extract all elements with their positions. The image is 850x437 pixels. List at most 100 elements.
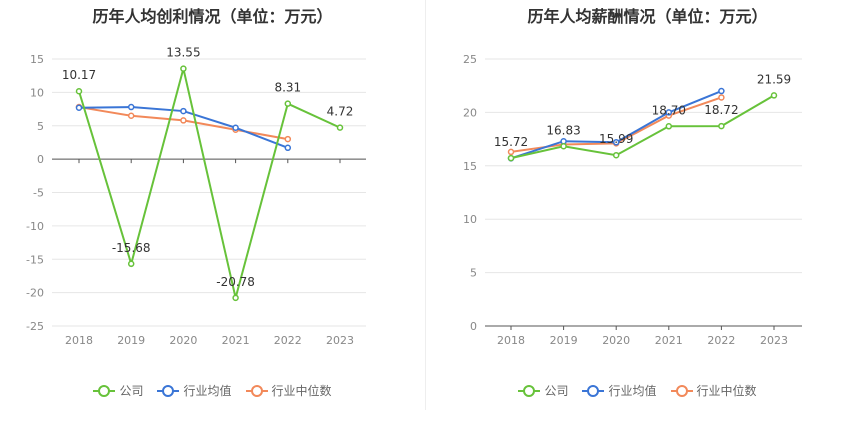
legend-item[interactable]: 行业中位数 xyxy=(245,382,332,399)
x-tick-label: 2022 xyxy=(274,334,302,347)
plot-group: 15 10 5 0 -5 -10 -15 -20 -25 2018 2019 2020 2021 2022… xyxy=(26,46,366,347)
data-label: 18.70 xyxy=(652,103,686,117)
legend-item[interactable]: 行业均值 xyxy=(157,382,232,399)
y-tick-label: 5 xyxy=(37,120,44,133)
data-label: 10.17 xyxy=(62,68,96,82)
x-tick-label: 2021 xyxy=(655,334,683,347)
plot-group: 25 20 15 10 5 0 2018 2019 2020 2021 2022 2023 15.72 1… xyxy=(463,53,802,347)
y-tick-label: -10 xyxy=(26,220,44,233)
y-tick-label: 10 xyxy=(463,213,477,226)
y-tick-label: 5 xyxy=(470,267,477,280)
y-tick-label: -20 xyxy=(26,287,44,300)
data-point xyxy=(75,104,83,111)
legend-label: 行业均值 xyxy=(608,384,657,398)
data-label: 18.72 xyxy=(704,103,738,117)
x-tick-label: 2020 xyxy=(602,334,630,347)
y-tick-label: -15 xyxy=(26,253,44,266)
y-tick-label: 25 xyxy=(463,53,477,66)
legend-label: 行业均值 xyxy=(183,384,232,398)
data-point xyxy=(612,151,620,159)
data-point xyxy=(180,107,187,115)
chart-legend: 公司 行业均值 行业中位数 xyxy=(425,382,850,399)
legend-label: 公司 xyxy=(119,384,144,398)
data-label: 16.83 xyxy=(546,123,580,137)
series-line xyxy=(78,68,341,299)
legend-dot xyxy=(98,384,111,397)
x-tick-label: 2018 xyxy=(65,334,93,347)
data-point xyxy=(180,65,187,72)
data-label: 8.31 xyxy=(274,81,301,95)
data-label: 15.99 xyxy=(599,132,633,146)
legend-dot xyxy=(523,384,536,397)
data-point xyxy=(507,154,515,162)
legend-swatch-icon xyxy=(157,384,180,397)
legend-label: 行业中位数 xyxy=(696,384,757,398)
legend-item[interactable]: 行业中位数 xyxy=(670,382,757,399)
profit-chart-panel: 历年人均创利情况（单位：万元） 15 10 5 0 -5 -10 -15 -20 -25 2018… xyxy=(0,7,425,399)
data-point xyxy=(127,260,135,268)
data-point xyxy=(612,139,620,146)
legend-dot xyxy=(587,384,600,397)
legend-label: 行业中位数 xyxy=(271,384,332,398)
profit-chart-plot: 15 10 5 0 -5 -10 -15 -20 -25 2018 2019 2020 2021 2022… xyxy=(26,46,366,347)
legend-label: 公司 xyxy=(544,384,569,398)
x-tick-label: 2019 xyxy=(117,334,145,347)
y-tick-label: 20 xyxy=(463,106,477,119)
data-point xyxy=(232,124,239,132)
x-tick-label: 2021 xyxy=(222,334,250,347)
data-point xyxy=(232,294,239,302)
x-tick-label: 2018 xyxy=(497,334,525,347)
data-label: 4.72 xyxy=(327,105,354,119)
y-tick-label: -5 xyxy=(33,187,44,200)
chart-legend: 公司 行业均值 行业中位数 xyxy=(0,382,425,399)
chart-title: 历年人均薪酬情况（单位：万元） xyxy=(527,7,768,26)
y-tick-label: 10 xyxy=(30,86,44,99)
data-point xyxy=(718,87,725,95)
data-point xyxy=(560,137,567,145)
x-tick-label: 2023 xyxy=(326,334,354,347)
legend-dot xyxy=(162,384,175,397)
data-label: -20.78 xyxy=(216,275,255,289)
legend-swatch-icon xyxy=(518,384,541,397)
y-tick-label: 0 xyxy=(37,153,44,166)
series-line xyxy=(510,90,722,160)
y-tick-label: 15 xyxy=(463,160,477,173)
legend-dot xyxy=(250,384,263,397)
chart-title: 历年人均创利情况（单位：万元） xyxy=(92,7,333,26)
data-label: -15.68 xyxy=(112,241,151,255)
x-tick-label: 2019 xyxy=(550,334,578,347)
data-point xyxy=(718,122,725,130)
x-tick-label: 2020 xyxy=(169,334,197,347)
data-label: 15.72 xyxy=(494,135,528,149)
data-point xyxy=(284,100,292,107)
legend-swatch-icon xyxy=(245,384,268,397)
panel-divider xyxy=(425,0,426,410)
data-label: 21.59 xyxy=(757,72,791,86)
data-point xyxy=(718,94,725,101)
data-point xyxy=(284,144,292,152)
legend-swatch-icon xyxy=(670,384,693,397)
data-point xyxy=(665,109,673,116)
data-label: 13.55 xyxy=(166,46,200,60)
salary-chart-plot: 25 20 15 10 5 0 2018 2019 2020 2021 2022 2023 15.72 1… xyxy=(463,53,802,347)
legend-swatch-icon xyxy=(93,384,116,397)
data-point xyxy=(127,112,135,119)
data-point xyxy=(127,103,135,111)
data-point xyxy=(507,148,515,156)
x-tick-label: 2023 xyxy=(760,334,788,347)
series-line xyxy=(510,94,775,160)
y-tick-label: 15 xyxy=(30,53,44,66)
legend-item[interactable]: 行业均值 xyxy=(582,382,657,399)
legend-item[interactable]: 公司 xyxy=(518,382,568,399)
data-point xyxy=(336,124,344,131)
legend-swatch-icon xyxy=(582,384,605,397)
data-point xyxy=(665,123,673,130)
y-tick-label: 0 xyxy=(470,320,477,333)
legend-dot xyxy=(675,384,688,397)
legend-item[interactable]: 公司 xyxy=(93,382,143,399)
salary-chart-panel: 历年人均薪酬情况（单位：万元） 25 20 15 10 5 0 2018 2019 2020 20… xyxy=(425,0,850,437)
data-point xyxy=(180,117,187,124)
data-point xyxy=(770,92,778,99)
y-tick-label: -25 xyxy=(26,320,44,333)
